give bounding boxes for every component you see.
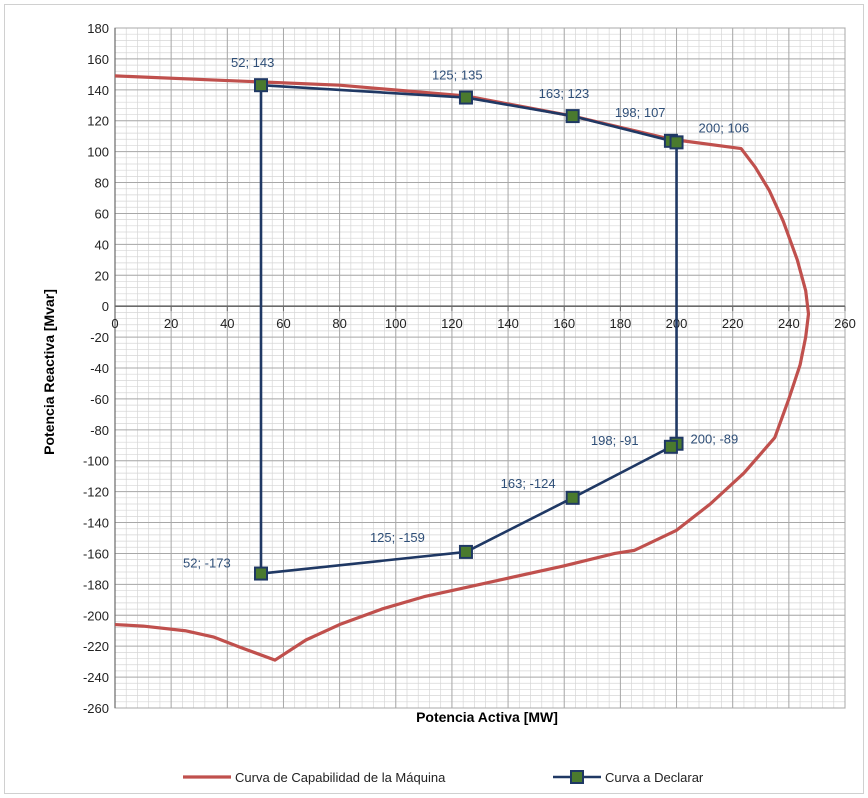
y-tick-label: -40 [90,361,109,376]
data-label: 163; 123 [539,86,590,101]
y-tick-label: 60 [95,206,109,221]
x-tick-label: 60 [276,316,290,331]
y-tick-label: -140 [83,516,109,531]
y-tick-label: -20 [90,330,109,345]
x-tick-label: 240 [778,316,800,331]
declared-point-marker [565,490,580,505]
x-axis-title: Potencia Activa [MW] [416,709,558,725]
x-tick-label: 0 [111,316,118,331]
declared-point-marker [458,544,473,559]
y-axis-title: Potencia Reactiva [Mvar] [41,289,57,455]
y-tick-label: -240 [83,670,109,685]
data-label: 52; 143 [231,55,274,70]
x-tick-label: 20 [164,316,178,331]
y-tick-label: -80 [90,423,109,438]
data-label: 163; -124 [501,476,556,491]
grid [114,27,846,709]
y-tick-label: 80 [95,176,109,191]
x-tick-label: 160 [553,316,575,331]
y-tick-label: 40 [95,237,109,252]
x-tick-label: 120 [441,316,463,331]
data-label: 200; -89 [691,432,739,447]
y-tick-label: -180 [83,577,109,592]
capability-curve-line [114,74,811,662]
y-tick-label: 20 [95,268,109,283]
y-tick-label: -200 [83,608,109,623]
x-tick-label: 260 [834,316,856,331]
legend-swatch-declared-marker [570,770,584,784]
y-tick-label: -260 [83,701,109,716]
y-tick-label: -60 [90,392,109,407]
data-label: 198; -91 [591,433,639,448]
data-label: 200; 106 [699,120,750,135]
legend-label-capability: Curva de Capabilidad de la Máquina [235,770,446,785]
series [114,74,811,662]
y-tick-label: -120 [83,485,109,500]
axes: 0 20 40 60 80 100 120 140 160 180 200 220 240 2601801… [83,21,856,716]
data-label: 125; 135 [432,68,483,83]
declared-point-marker [254,78,268,93]
data-labels: 52; 143 125; 135 163; 123 198; 107 200; 106 1… [183,55,749,570]
capability-chart: 0 20 40 60 80 100 120 140 160 180 200 220 240 2601801… [41,21,856,785]
declared-point-marker [663,439,678,454]
y-tick-label: 180 [87,21,109,36]
x-tick-label: 80 [332,316,346,331]
declared-point-marker [254,566,268,581]
data-label: 198; 107 [615,105,666,120]
y-tick-label: 140 [87,83,109,98]
legend-label-declared: Curva a Declarar [605,770,704,785]
declared-point-marker [458,90,473,105]
x-tick-label: 40 [220,316,234,331]
chart-frame: 0 20 40 60 80 100 120 140 160 180 200 220 240 260 180 1… [4,4,864,794]
y-tick-label: -160 [83,546,109,561]
declared-point-marker [565,109,580,124]
legend: Curva de Capabilidad de la Máquina Curva … [183,770,704,785]
y-tick-label: 120 [87,114,109,129]
data-label: 52; -173 [183,556,231,571]
x-tick-label: 220 [722,316,744,331]
y-tick-label: 0 [102,299,109,314]
data-label: 125; -159 [370,530,425,545]
y-tick-label: 160 [87,52,109,67]
declared-point-marker [669,135,684,150]
x-tick-label: 100 [385,316,407,331]
x-tick-label: 140 [497,316,519,331]
y-tick-label: -220 [83,639,109,654]
y-tick-label: 100 [87,145,109,160]
y-tick-label: -100 [83,454,109,469]
x-tick-label: 180 [610,316,632,331]
